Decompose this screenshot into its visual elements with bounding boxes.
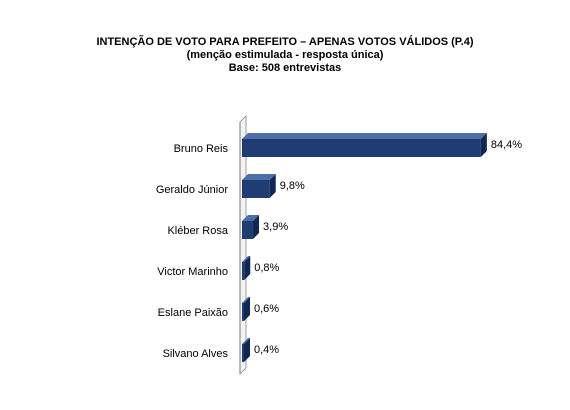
bar-side (244, 297, 250, 321)
chart-title: INTENÇÃO DE VOTO PARA PREFEITO – APENAS … (96, 36, 474, 48)
bar-top (242, 256, 251, 262)
bar-side (244, 256, 251, 280)
bar (242, 262, 245, 280)
bar-top (242, 338, 250, 344)
bar-side (253, 215, 260, 239)
bar (242, 221, 254, 239)
bar-top (242, 297, 250, 303)
bar-group (242, 256, 251, 280)
data-label: 0,4% (254, 344, 279, 356)
data-label: 9,8% (280, 180, 305, 192)
chart-base: Base: 508 entrevistas (228, 62, 342, 74)
category-label: Silvano Alves (163, 348, 229, 360)
bar-group (242, 215, 260, 239)
bar-side (480, 133, 487, 157)
chart-subtitle: (menção estimulada - resposta única) (186, 49, 384, 61)
bar (242, 180, 270, 198)
bar-top (242, 215, 260, 221)
data-label: 84,4% (491, 139, 522, 151)
bar-group (242, 297, 250, 321)
category-label: Kléber Rosa (167, 225, 228, 237)
category-label: Eslane Paixão (158, 307, 228, 319)
category-label: Geraldo Júnior (156, 184, 228, 196)
bar-top (242, 174, 276, 180)
bar-group (242, 174, 276, 198)
bar-side (269, 174, 276, 198)
bar-group (242, 133, 487, 157)
bar (242, 303, 244, 321)
bar (242, 344, 244, 362)
chart-header: INTENÇÃO DE VOTO PARA PREFEITO – APENAS … (0, 36, 570, 75)
bar-side (244, 338, 250, 362)
data-label: 0,6% (254, 303, 279, 315)
bar-top (242, 133, 487, 139)
category-label: Victor Marinho (157, 266, 228, 278)
data-label: 0,8% (254, 262, 279, 274)
bar (242, 139, 481, 157)
bar-group (242, 338, 250, 362)
data-label: 3,9% (263, 221, 288, 233)
category-label: Bruno Reis (174, 143, 229, 155)
